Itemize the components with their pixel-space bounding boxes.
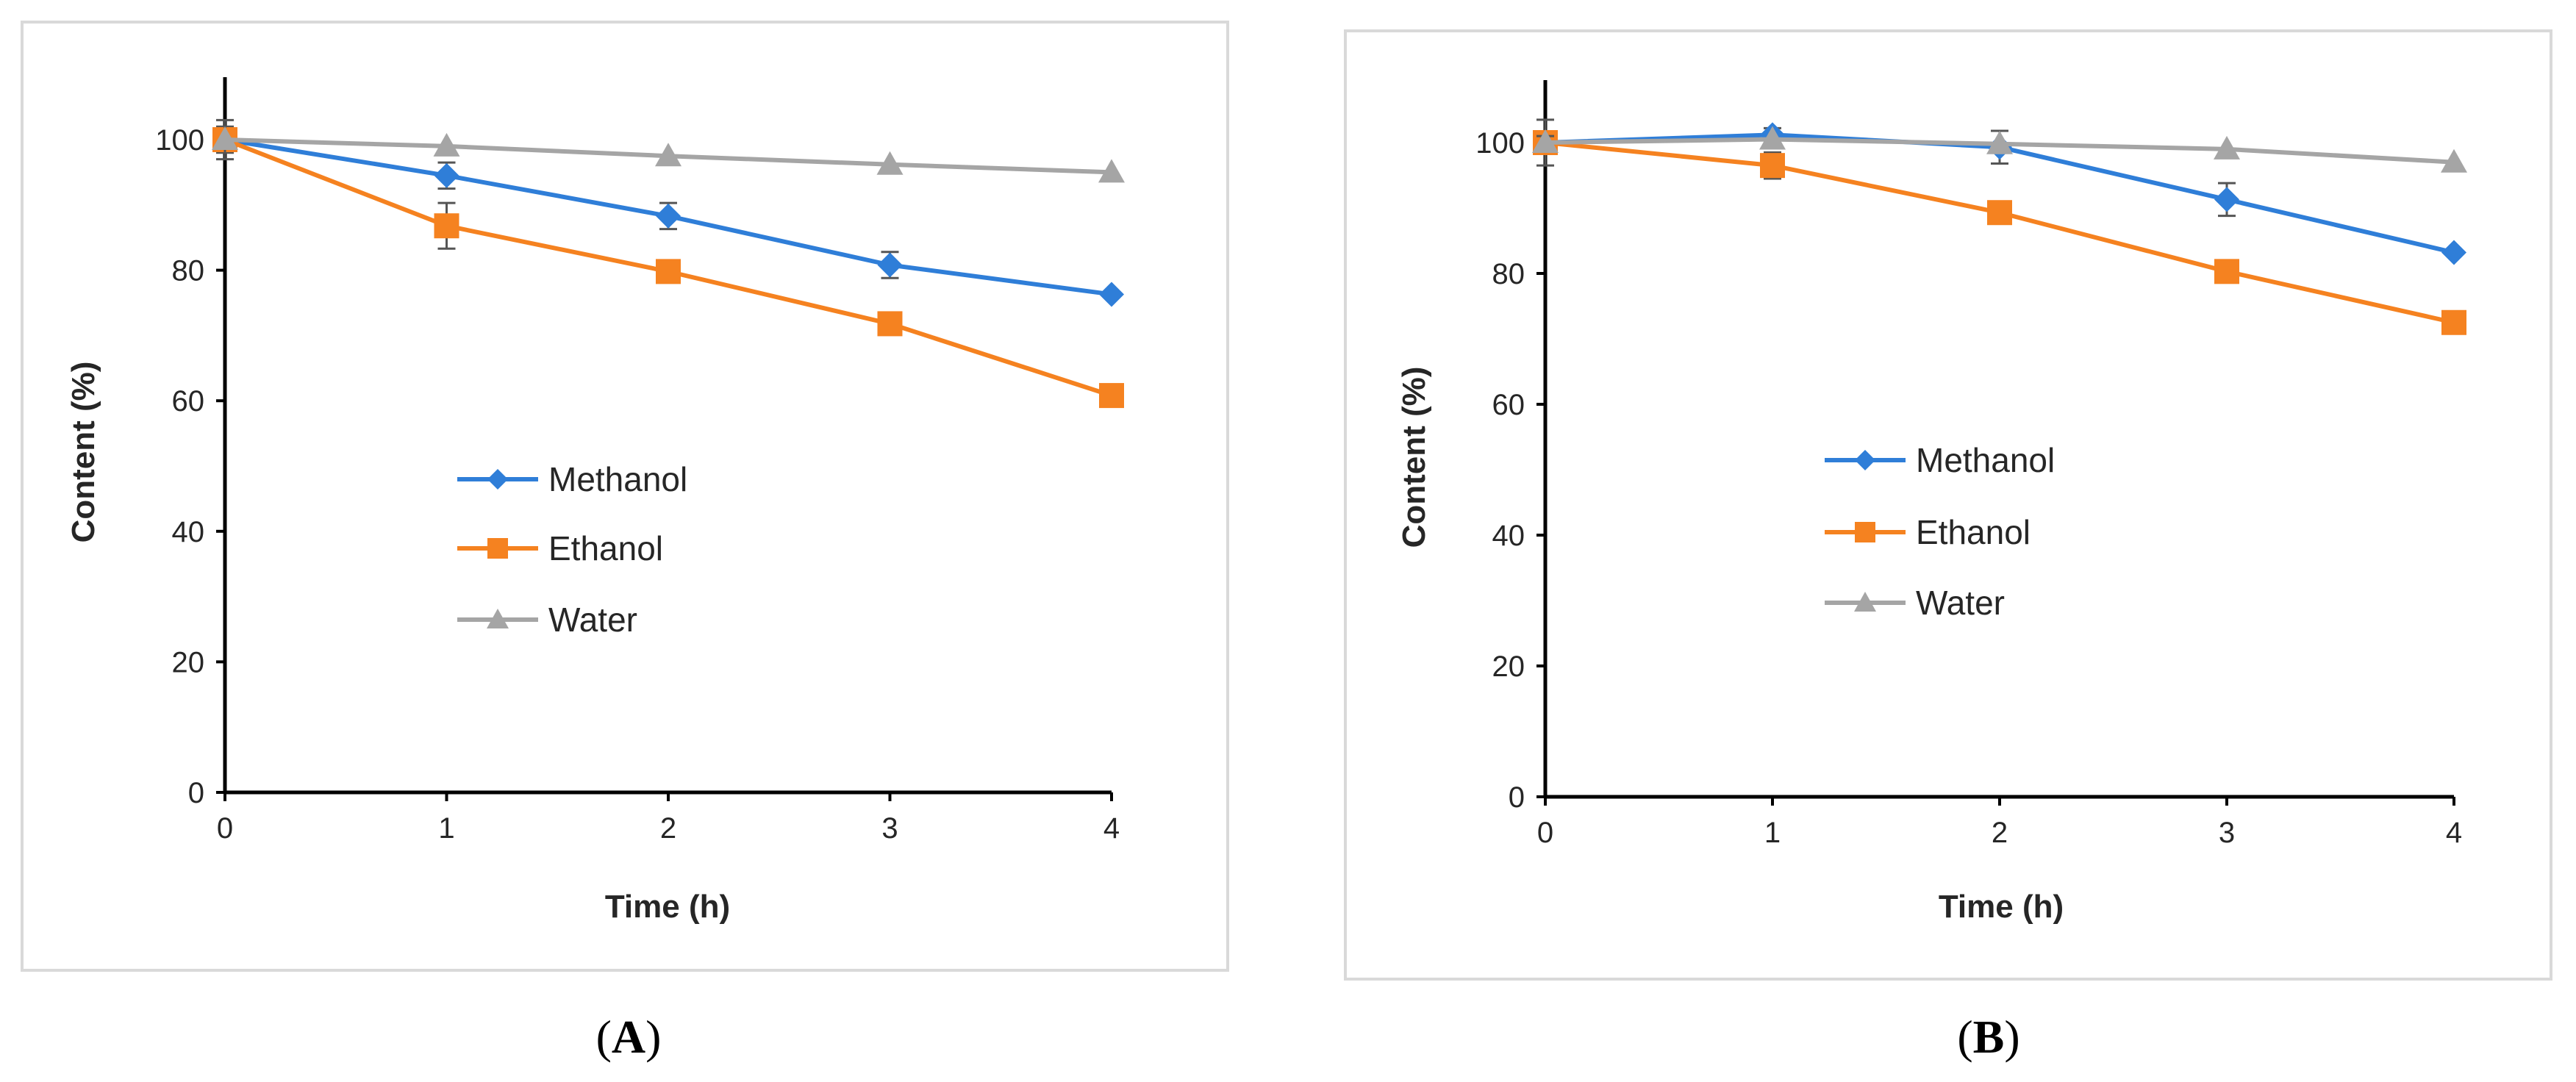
caption-a-close: ) — [645, 1011, 661, 1063]
data-point-ethanol — [2441, 309, 2466, 335]
x-tick-label: 2 — [1992, 817, 2008, 849]
legend-label-ethanol: Ethanol — [548, 529, 663, 567]
legend-label-water: Water — [1916, 584, 2005, 622]
caption-b-open: ( — [1957, 1011, 1972, 1063]
x-tick-label: 1 — [438, 812, 454, 845]
legend-label-methanol: Methanol — [548, 460, 687, 498]
x-tick-label: 0 — [217, 812, 233, 845]
data-point-methanol — [2441, 240, 2466, 265]
y-tick-label: 100 — [1475, 127, 1525, 160]
data-point-ethanol — [2214, 259, 2239, 284]
legend-marker-methanol — [1855, 450, 1875, 470]
data-point-water — [1098, 159, 1125, 183]
y-tick-label: 60 — [172, 385, 205, 418]
x-tick-label: 0 — [1537, 817, 1553, 849]
x-tick-label: 3 — [2219, 817, 2235, 849]
legend-marker-water — [487, 609, 509, 628]
legend-marker-methanol — [487, 469, 508, 490]
series-water — [1532, 126, 2467, 173]
data-point-ethanol — [1987, 200, 2012, 226]
legend-marker-water — [1854, 592, 1876, 612]
chart-panel-a: 0 20 40 60 80 100 0 1 2 3 4 Methanol Ethanol Water… — [21, 21, 1229, 972]
y-axis-title-b: Content (%) — [1396, 367, 1432, 548]
series-ethanol — [1533, 130, 2466, 335]
data-point-methanol — [1099, 282, 1124, 307]
legend-marker-ethanol — [1855, 522, 1875, 542]
chart-frame-b — [1344, 29, 2552, 981]
data-point-ethanol — [434, 213, 459, 239]
y-axis-title-a: Content (%) — [65, 362, 101, 543]
series-ethanol — [212, 125, 1124, 409]
caption-b-close: ) — [2004, 1011, 2019, 1063]
x-tick-label: 1 — [1764, 817, 1781, 849]
panel-caption-b: (B) — [1957, 1011, 2019, 1063]
data-point-methanol — [2214, 187, 2239, 212]
x-tick-label: 4 — [1103, 812, 1120, 845]
x-tick-label: 3 — [881, 812, 898, 845]
x-tick-label: 4 — [2446, 817, 2462, 849]
data-point-water — [1986, 130, 2013, 154]
data-point-ethanol — [1099, 383, 1124, 409]
data-point-ethanol — [656, 259, 681, 284]
panel-caption-a: (A) — [596, 1011, 662, 1063]
x-axis-title-a: Time (h) — [605, 889, 730, 925]
caption-a-letter: A — [612, 1011, 645, 1063]
y-tick-label: 80 — [172, 255, 205, 287]
caption-b-letter: B — [1973, 1011, 2005, 1063]
y-tick-label: 0 — [188, 777, 204, 809]
data-point-water — [655, 143, 681, 167]
data-point-water — [2214, 135, 2240, 160]
x-tick-label: 2 — [660, 812, 676, 845]
data-point-methanol — [656, 203, 681, 229]
y-tick-label: 20 — [1492, 651, 1525, 683]
data-point-ethanol — [877, 311, 903, 337]
legend-label-water: Water — [548, 601, 637, 639]
y-tick-label: 100 — [155, 124, 204, 157]
chart-panel-b: 0 20 40 60 80 100 0 1 2 3 4 Methanol Ethanol Water… — [1344, 29, 2552, 981]
x-axis-title-b: Time (h) — [1939, 889, 2064, 925]
data-point-water — [1759, 126, 1786, 150]
y-tick-label: 20 — [172, 646, 205, 678]
y-tick-label: 60 — [1492, 389, 1525, 421]
chart-frame-a — [21, 21, 1229, 972]
data-point-water — [2441, 148, 2467, 173]
y-tick-label: 80 — [1492, 258, 1525, 290]
data-point-methanol — [877, 252, 903, 278]
data-point-water — [433, 132, 460, 157]
caption-a-open: ( — [596, 1011, 612, 1063]
legend-a: Methanol Ethanol Water — [457, 460, 687, 639]
legend-marker-ethanol — [487, 538, 508, 559]
y-tick-label: 0 — [1509, 781, 1525, 814]
data-point-water — [1532, 129, 1559, 153]
data-point-methanol — [434, 162, 459, 188]
y-tick-label: 40 — [1492, 520, 1525, 552]
legend-b: Methanol Ethanol Water — [1825, 441, 2055, 622]
legend-label-ethanol: Ethanol — [1916, 513, 2031, 551]
series-water — [212, 118, 1125, 183]
data-point-ethanol — [1760, 153, 1785, 179]
y-tick-label: 40 — [172, 516, 205, 548]
legend-label-methanol: Methanol — [1916, 441, 2055, 479]
data-point-water — [212, 126, 238, 150]
data-point-water — [876, 151, 904, 175]
